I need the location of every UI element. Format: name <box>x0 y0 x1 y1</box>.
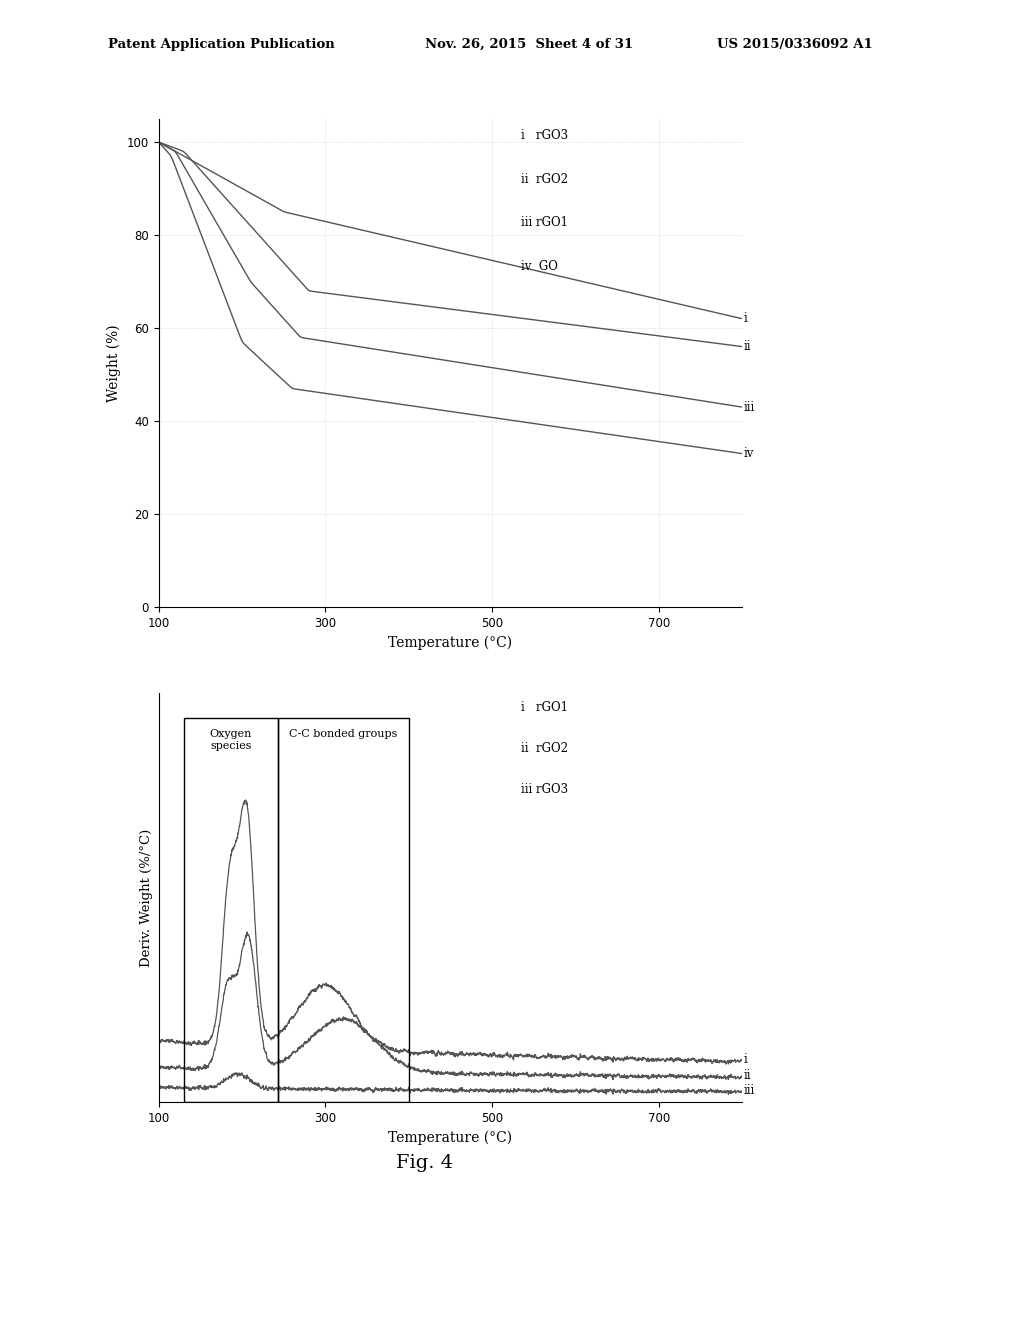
Text: C-C bonded groups: C-C bonded groups <box>289 729 397 739</box>
Text: i: i <box>744 312 748 325</box>
Text: iv  GO: iv GO <box>520 260 557 273</box>
Bar <box>278 718 409 1102</box>
X-axis label: Temperature (°C): Temperature (°C) <box>388 1130 513 1144</box>
Text: Nov. 26, 2015  Sheet 4 of 31: Nov. 26, 2015 Sheet 4 of 31 <box>425 37 633 50</box>
Y-axis label: Deriv. Weight (%/°C): Deriv. Weight (%/°C) <box>140 829 154 966</box>
Text: i: i <box>744 1052 748 1065</box>
Text: iii rGO1: iii rGO1 <box>520 216 567 230</box>
Text: US 2015/0336092 A1: US 2015/0336092 A1 <box>717 37 872 50</box>
Text: Fig. 4: Fig. 4 <box>396 1154 454 1172</box>
Text: Oxygen
species: Oxygen species <box>210 729 252 751</box>
Y-axis label: Weight (%): Weight (%) <box>106 325 121 401</box>
Text: ii: ii <box>744 1069 752 1082</box>
Text: ii  rGO2: ii rGO2 <box>520 742 567 755</box>
Text: ii: ii <box>744 341 752 352</box>
Bar <box>183 718 278 1102</box>
X-axis label: Temperature (°C): Temperature (°C) <box>388 635 513 649</box>
Text: iv: iv <box>744 447 755 461</box>
Text: ii  rGO2: ii rGO2 <box>520 173 567 186</box>
Text: iii: iii <box>744 400 756 413</box>
Text: i   rGO3: i rGO3 <box>520 128 567 141</box>
Text: iii: iii <box>744 1085 756 1097</box>
Text: Patent Application Publication: Patent Application Publication <box>108 37 334 50</box>
Text: iii rGO3: iii rGO3 <box>520 783 567 796</box>
Text: i   rGO1: i rGO1 <box>520 701 567 714</box>
